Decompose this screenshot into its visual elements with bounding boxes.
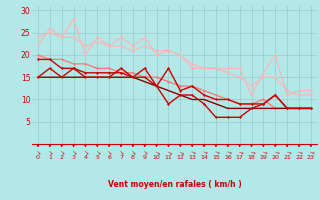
Text: ↓: ↓ — [275, 148, 281, 154]
Text: ↓: ↓ — [286, 148, 292, 154]
Text: ↓: ↓ — [215, 149, 221, 155]
Text: ↓: ↓ — [156, 149, 162, 155]
Text: ↓: ↓ — [310, 148, 316, 154]
Text: ↓: ↓ — [108, 149, 114, 156]
Text: ↓: ↓ — [263, 148, 269, 154]
Text: ↓: ↓ — [119, 149, 126, 156]
Text: ↓: ↓ — [299, 148, 304, 154]
X-axis label: Vent moyen/en rafales ( km/h ): Vent moyen/en rafales ( km/h ) — [108, 180, 241, 189]
Text: ↓: ↓ — [72, 149, 79, 156]
Text: ↓: ↓ — [167, 149, 174, 155]
Text: ↓: ↓ — [131, 149, 138, 156]
Text: ↓: ↓ — [84, 149, 91, 156]
Text: ↓: ↓ — [227, 149, 233, 155]
Text: ↓: ↓ — [60, 149, 67, 156]
Text: ↓: ↓ — [179, 149, 186, 155]
Text: ↓: ↓ — [143, 149, 150, 156]
Text: ↓: ↓ — [203, 149, 210, 155]
Text: ↓: ↓ — [48, 149, 55, 156]
Text: ↓: ↓ — [239, 148, 245, 154]
Text: ↓: ↓ — [96, 149, 102, 156]
Text: ↓: ↓ — [36, 149, 43, 156]
Text: ↓: ↓ — [251, 148, 257, 154]
Text: ↓: ↓ — [191, 149, 198, 155]
